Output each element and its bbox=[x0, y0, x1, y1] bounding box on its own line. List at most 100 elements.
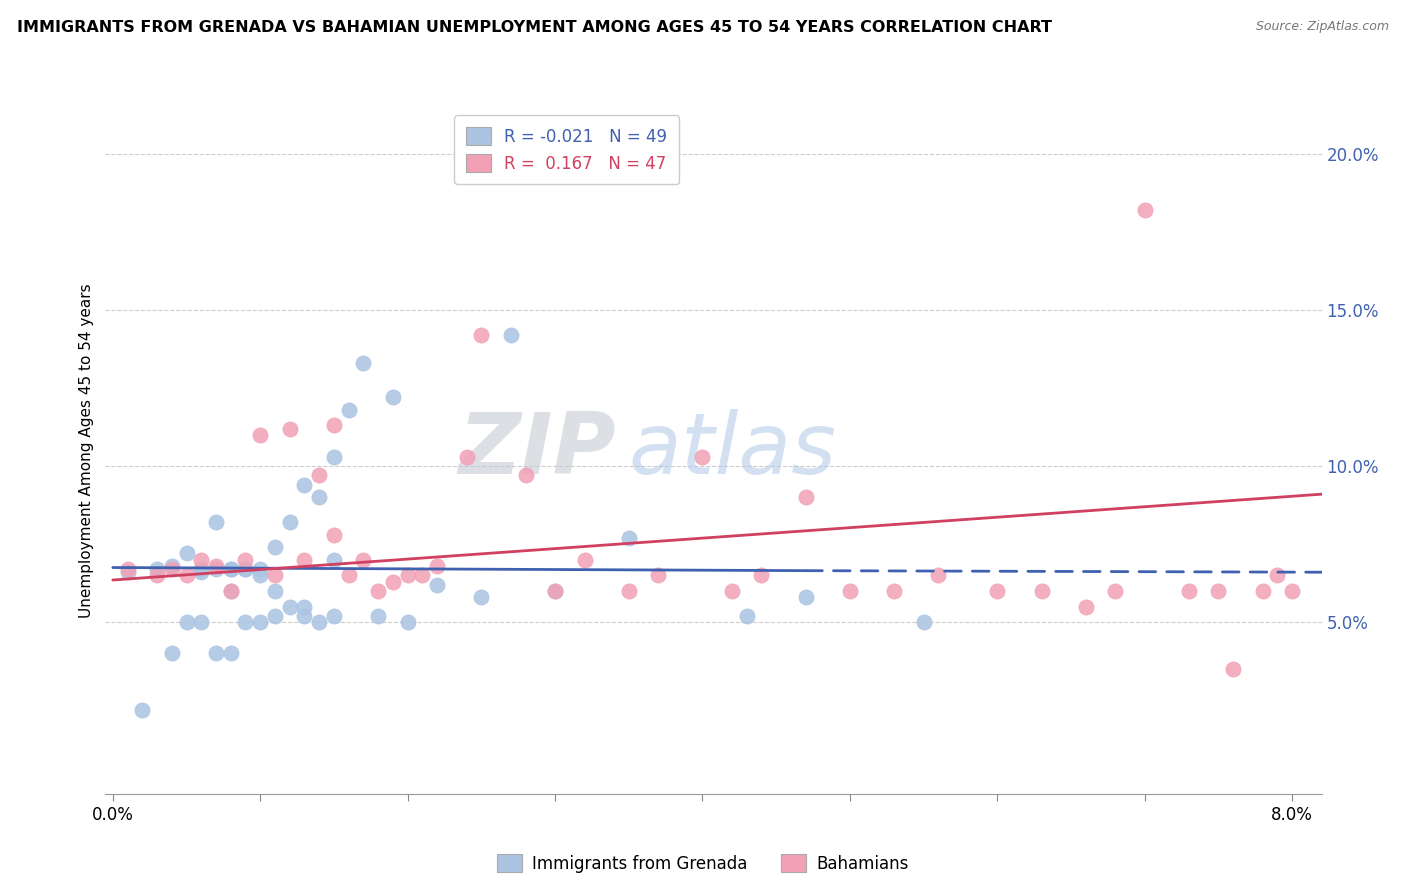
Point bbox=[617, 583, 640, 598]
Point bbox=[544, 583, 567, 598]
Point bbox=[219, 562, 242, 576]
Point bbox=[721, 583, 744, 598]
Point bbox=[190, 562, 212, 576]
Point bbox=[1208, 583, 1230, 598]
Point bbox=[160, 558, 183, 573]
Point bbox=[219, 583, 242, 598]
Point bbox=[794, 591, 817, 605]
Point bbox=[117, 566, 139, 580]
Point bbox=[1222, 662, 1244, 676]
Point bbox=[323, 450, 346, 464]
Point bbox=[278, 515, 301, 529]
Point bbox=[456, 450, 478, 464]
Point bbox=[294, 608, 316, 623]
Point bbox=[426, 578, 449, 592]
Point bbox=[294, 599, 316, 614]
Point bbox=[131, 703, 153, 717]
Point bbox=[264, 608, 287, 623]
Point bbox=[294, 478, 316, 492]
Point bbox=[352, 552, 374, 567]
Point bbox=[219, 562, 242, 576]
Point bbox=[647, 568, 669, 582]
Point bbox=[323, 552, 346, 567]
Point bbox=[426, 558, 449, 573]
Point bbox=[160, 562, 183, 576]
Point bbox=[264, 540, 287, 554]
Point bbox=[381, 574, 404, 589]
Point bbox=[219, 583, 242, 598]
Point bbox=[117, 562, 139, 576]
Point bbox=[912, 615, 935, 630]
Point bbox=[544, 583, 567, 598]
Point bbox=[235, 552, 257, 567]
Point bbox=[352, 356, 374, 370]
Point bbox=[1074, 599, 1097, 614]
Point bbox=[617, 531, 640, 545]
Point bbox=[735, 608, 758, 623]
Point bbox=[176, 568, 198, 582]
Point bbox=[367, 583, 389, 598]
Point bbox=[1104, 583, 1126, 598]
Point bbox=[794, 490, 817, 504]
Point bbox=[235, 562, 257, 576]
Point bbox=[1251, 583, 1274, 598]
Point bbox=[146, 568, 169, 582]
Legend: R = -0.021   N = 49, R =  0.167   N = 47: R = -0.021 N = 49, R = 0.167 N = 47 bbox=[454, 115, 679, 185]
Point bbox=[986, 583, 1008, 598]
Point bbox=[308, 490, 330, 504]
Point bbox=[308, 468, 330, 483]
Point bbox=[190, 566, 212, 580]
Point bbox=[219, 646, 242, 660]
Point bbox=[396, 615, 419, 630]
Point bbox=[499, 328, 522, 343]
Point bbox=[205, 562, 228, 576]
Point bbox=[470, 591, 492, 605]
Point bbox=[205, 646, 228, 660]
Point bbox=[249, 427, 271, 442]
Point bbox=[396, 568, 419, 582]
Point bbox=[264, 583, 287, 598]
Point bbox=[205, 558, 228, 573]
Point bbox=[692, 450, 714, 464]
Point bbox=[323, 608, 346, 623]
Point bbox=[235, 615, 257, 630]
Point bbox=[1133, 202, 1156, 217]
Point bbox=[249, 615, 271, 630]
Point bbox=[337, 403, 360, 417]
Point bbox=[278, 421, 301, 435]
Point bbox=[308, 615, 330, 630]
Point bbox=[190, 615, 212, 630]
Point bbox=[927, 568, 949, 582]
Point bbox=[323, 527, 346, 541]
Point bbox=[838, 583, 860, 598]
Point bbox=[249, 568, 271, 582]
Point bbox=[381, 390, 404, 404]
Point bbox=[1267, 568, 1289, 582]
Point bbox=[323, 418, 346, 433]
Point bbox=[294, 552, 316, 567]
Point bbox=[176, 615, 198, 630]
Legend: Immigrants from Grenada, Bahamians: Immigrants from Grenada, Bahamians bbox=[491, 847, 915, 880]
Point bbox=[146, 562, 169, 576]
Point bbox=[249, 562, 271, 576]
Point bbox=[160, 646, 183, 660]
Text: ZIP: ZIP bbox=[458, 409, 616, 492]
Point bbox=[278, 599, 301, 614]
Point bbox=[264, 568, 287, 582]
Text: Source: ZipAtlas.com: Source: ZipAtlas.com bbox=[1256, 20, 1389, 33]
Point bbox=[367, 608, 389, 623]
Point bbox=[574, 552, 596, 567]
Point bbox=[337, 568, 360, 582]
Point bbox=[515, 468, 537, 483]
Point bbox=[411, 568, 433, 582]
Point bbox=[176, 546, 198, 561]
Text: IMMIGRANTS FROM GRENADA VS BAHAMIAN UNEMPLOYMENT AMONG AGES 45 TO 54 YEARS CORRE: IMMIGRANTS FROM GRENADA VS BAHAMIAN UNEM… bbox=[17, 20, 1052, 35]
Point bbox=[751, 568, 773, 582]
Point bbox=[470, 328, 492, 343]
Point bbox=[190, 552, 212, 567]
Point bbox=[883, 583, 905, 598]
Text: atlas: atlas bbox=[628, 409, 837, 492]
Point bbox=[1281, 583, 1303, 598]
Y-axis label: Unemployment Among Ages 45 to 54 years: Unemployment Among Ages 45 to 54 years bbox=[79, 283, 94, 618]
Point bbox=[205, 515, 228, 529]
